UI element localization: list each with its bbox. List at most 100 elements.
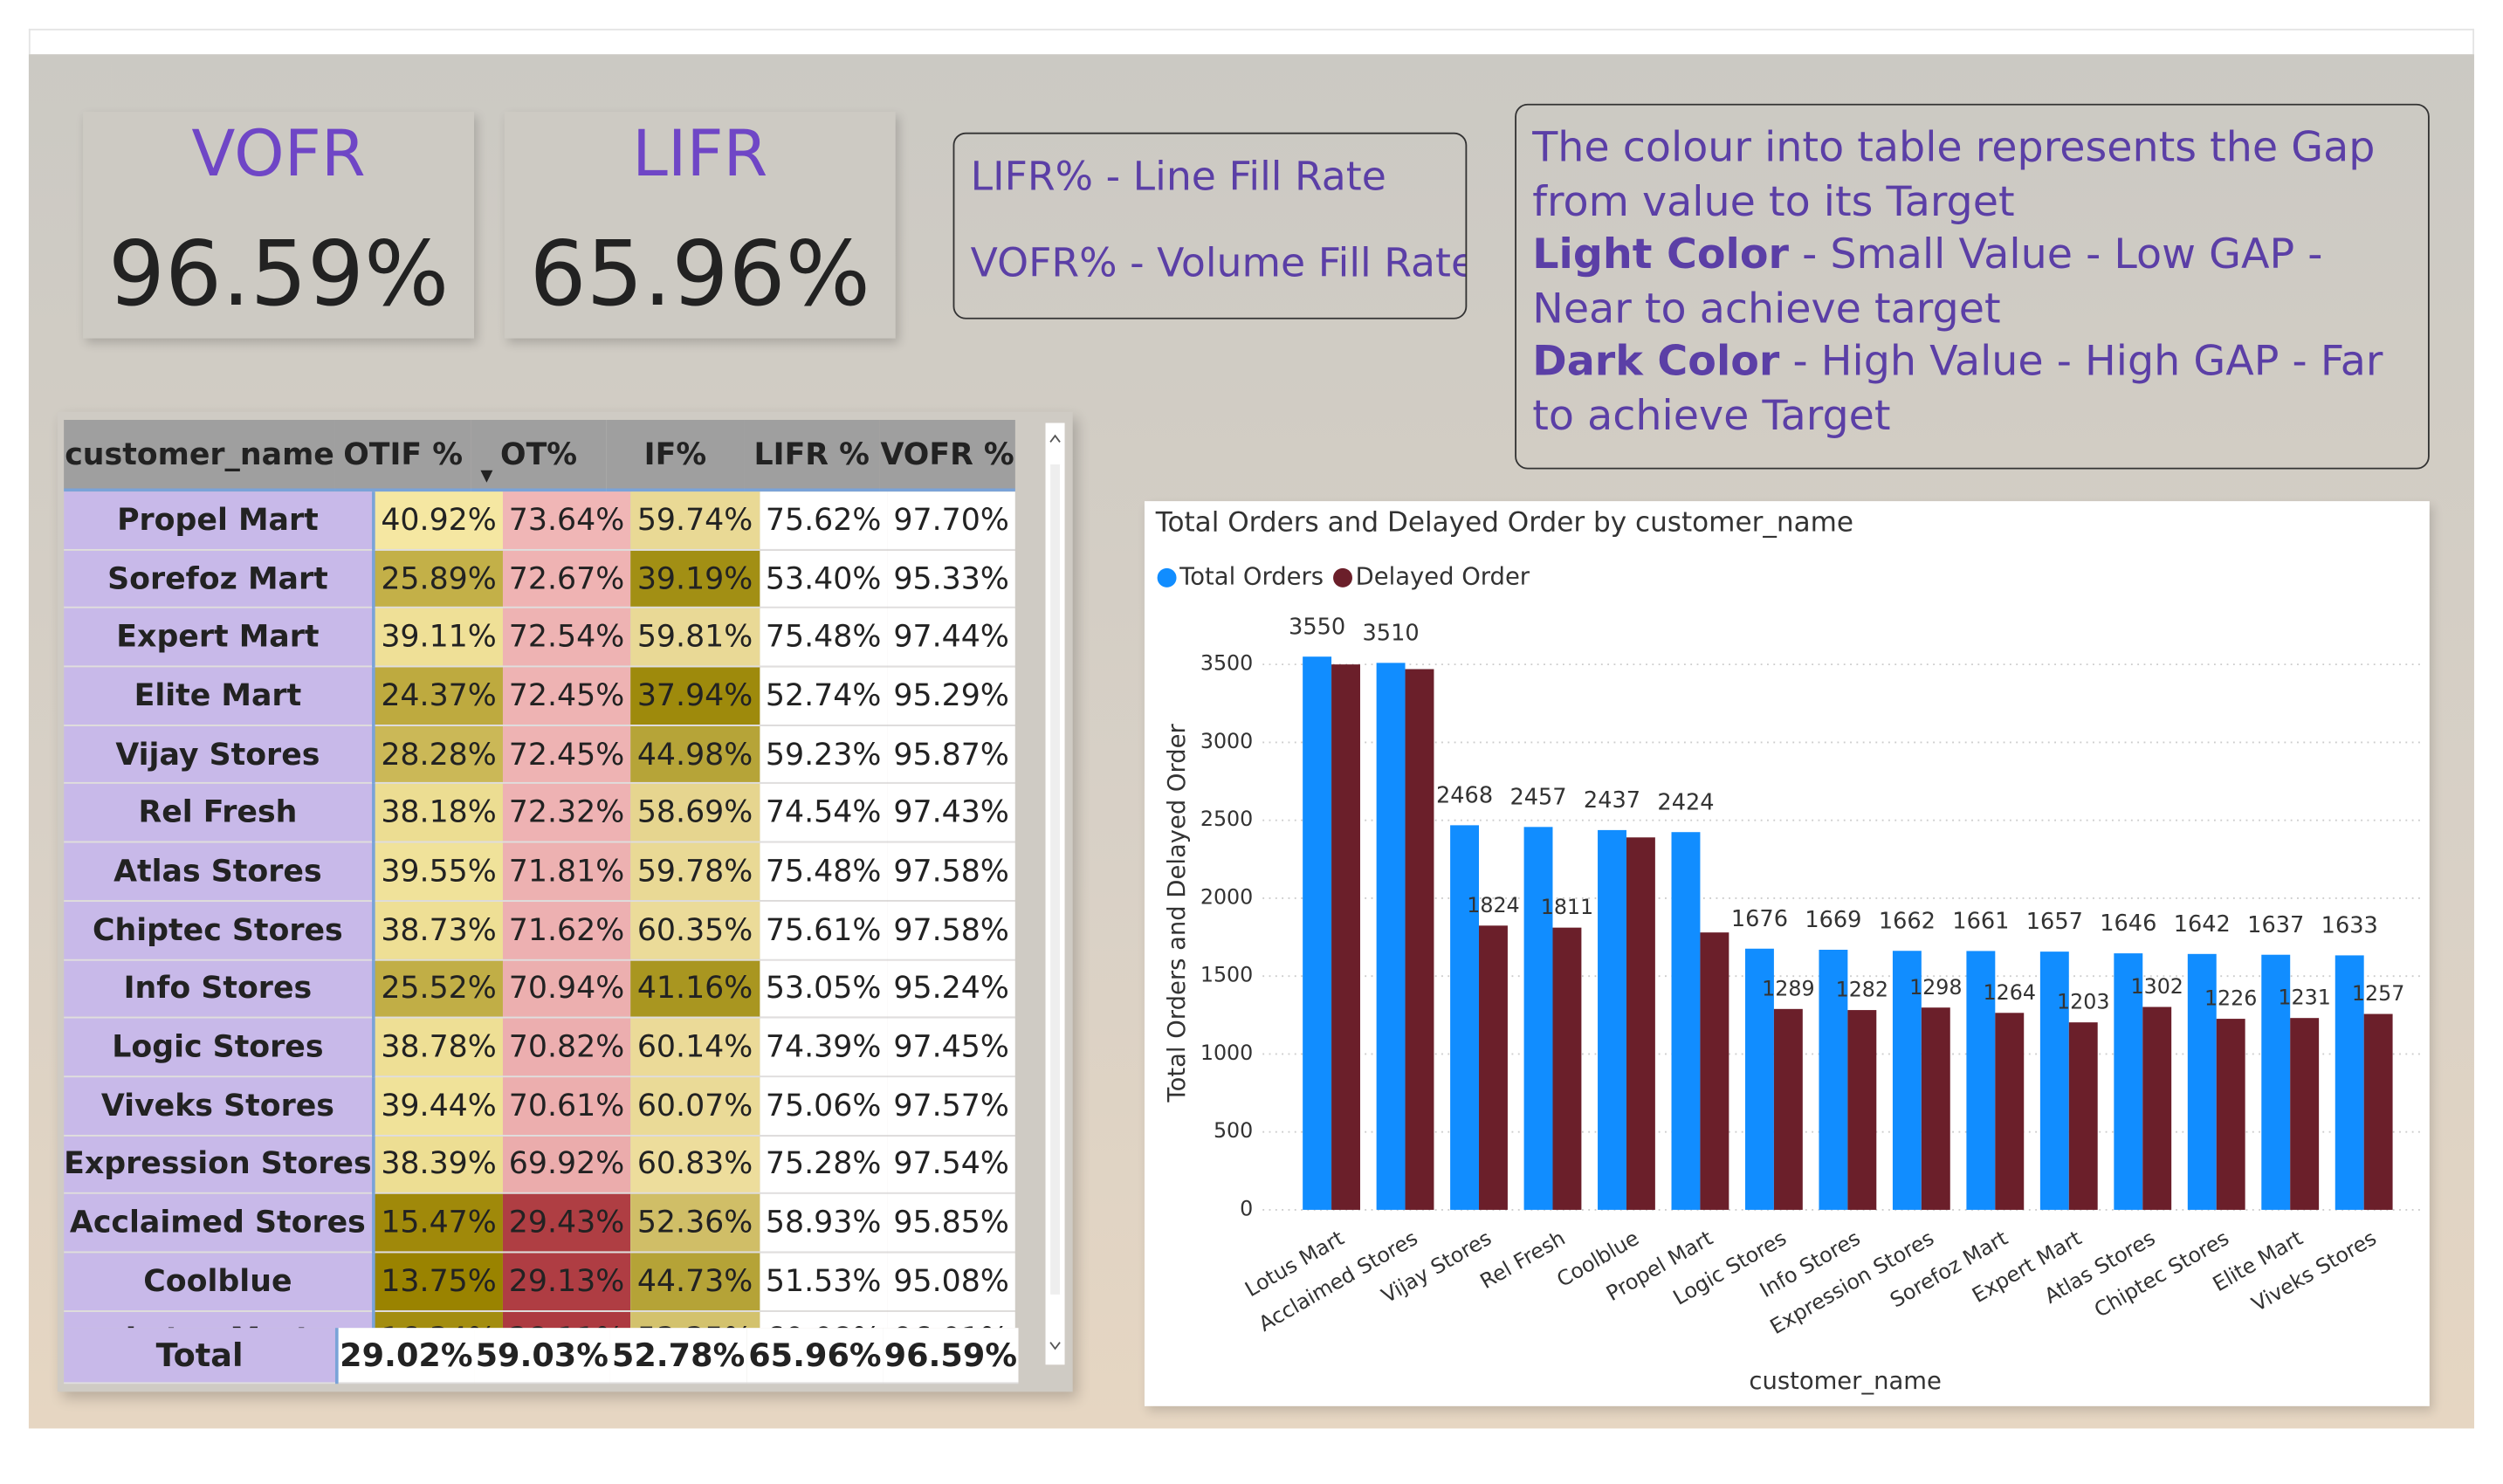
table-cell: 60.35% bbox=[630, 900, 760, 960]
y-tick-label: 3000 bbox=[1200, 729, 1253, 753]
scrollbar[interactable] bbox=[1045, 423, 1065, 1365]
total-cell: 65.96% bbox=[746, 1328, 884, 1384]
table-cell: 97.70% bbox=[887, 491, 1015, 551]
data-label: 1203 bbox=[2057, 990, 2109, 1014]
definition: LIFR% - Line Fill Rate bbox=[970, 153, 1386, 200]
row-label: Atlas Stores bbox=[64, 842, 375, 902]
bar bbox=[1744, 948, 1774, 1210]
bar bbox=[2142, 1007, 2172, 1210]
row-label: Expert Mart bbox=[64, 608, 375, 668]
table-cell: 70.94% bbox=[502, 958, 631, 1019]
scroll-up[interactable] bbox=[1049, 434, 1061, 443]
table-header: customer_name OTIF % OT% ▼ IF% LIFR % VOFR % bbox=[64, 419, 1015, 492]
data-label: 1264 bbox=[1984, 980, 2036, 1005]
row-label: Acclaimed Stores bbox=[64, 1193, 375, 1254]
data-label: 2437 bbox=[1584, 787, 1640, 814]
scroll-thumb[interactable] bbox=[1050, 464, 1061, 1295]
table-row: Sorefoz Mart 25.89% 72.67% 39.19% 53.40% 95.3… bbox=[64, 549, 1015, 609]
bar bbox=[1523, 827, 1553, 1210]
table-cell: 95.24% bbox=[887, 958, 1015, 1019]
table-cell: 38.18% bbox=[373, 783, 503, 843]
row-label: Chiptec Stores bbox=[64, 900, 375, 960]
table-cell: 97.45% bbox=[887, 1017, 1015, 1077]
kpi-value: 65.96% bbox=[529, 223, 870, 327]
row-label: Elite Mart bbox=[64, 666, 375, 726]
table-row: Acclaimed Stores 15.47% 29.43% 52.36% 58.93%… bbox=[64, 1193, 1015, 1254]
note-term: Dark Color bbox=[1532, 339, 1780, 388]
table-row: Vijay Stores 28.28% 72.45% 44.98% 59.23% 95.8… bbox=[64, 725, 1015, 785]
table-cell: 13.75% bbox=[373, 1252, 503, 1312]
kpi-value: 96.59% bbox=[107, 223, 450, 327]
table-row: Viveks Stores 39.44% 70.61% 60.07% 75.06% 97.… bbox=[64, 1076, 1015, 1137]
table-cell: 39.55% bbox=[373, 842, 503, 902]
data-label: 1824 bbox=[1467, 893, 1519, 917]
table-cell: 24.37% bbox=[373, 666, 503, 726]
data-label: 1302 bbox=[2130, 974, 2183, 999]
y-tick-label: 2500 bbox=[1200, 807, 1253, 831]
x-tick-label: Viveks Stores bbox=[2247, 1226, 2380, 1316]
bar bbox=[1966, 951, 1996, 1210]
table-cell: 38.78% bbox=[373, 1017, 503, 1077]
data-label: 1257 bbox=[2352, 981, 2404, 1006]
bar bbox=[2363, 1013, 2393, 1210]
table-cell: 95.33% bbox=[887, 549, 1015, 609]
data-label: 1662 bbox=[1879, 908, 1936, 934]
table-cell: 38.39% bbox=[373, 1135, 503, 1195]
table-row: Propel Mart 40.92% 73.64% 59.74% 75.62% 97.70… bbox=[64, 491, 1015, 551]
bar bbox=[1921, 1007, 1950, 1210]
data-label: 3510 bbox=[1363, 620, 1420, 646]
note-box: The colour into table represents the Gap… bbox=[1515, 103, 2430, 470]
table-row: Elite Mart 24.37% 72.45% 37.94% 52.74% 95.29% bbox=[64, 666, 1015, 726]
sort-indicator: ▼ bbox=[480, 467, 493, 485]
table-cell: 75.62% bbox=[759, 491, 888, 551]
table-cell: 74.39% bbox=[759, 1017, 888, 1077]
row-label: Coolblue bbox=[64, 1252, 375, 1312]
table-cell: 75.61% bbox=[759, 900, 888, 960]
table-cell: 60.14% bbox=[630, 1017, 760, 1077]
table-cell: 97.58% bbox=[887, 842, 1015, 902]
definitions-box: LIFR% - Line Fill Rate VOFR% - Volume Fi… bbox=[952, 132, 1468, 319]
bar bbox=[2290, 1018, 2320, 1210]
table-cell: 59.74% bbox=[630, 491, 760, 551]
table-cell: 52.74% bbox=[759, 666, 888, 726]
top-strip bbox=[28, 28, 2475, 55]
table-cell: 39.11% bbox=[373, 608, 503, 668]
column-header: IF% bbox=[606, 419, 745, 492]
table-cell: 38.73% bbox=[373, 900, 503, 960]
table-cell: 59.78% bbox=[630, 842, 760, 902]
data-label: 1642 bbox=[2174, 911, 2231, 938]
table-cell: 15.47% bbox=[373, 1193, 503, 1254]
table-cell: 41.16% bbox=[630, 958, 760, 1019]
data-label: 1633 bbox=[2321, 913, 2378, 939]
table-cell: 96.01% bbox=[887, 1310, 1015, 1329]
table-cell: 95.29% bbox=[887, 666, 1015, 726]
bar bbox=[2114, 953, 2143, 1210]
data-label: 1676 bbox=[1731, 906, 1788, 932]
total-cell: 59.03% bbox=[474, 1328, 610, 1384]
bar bbox=[1773, 1008, 1803, 1210]
total-cell: 29.02% bbox=[336, 1328, 475, 1384]
table-row: Expression Stores 38.39% 69.92% 60.83% 75.28… bbox=[64, 1135, 1015, 1195]
table-cell: 97.58% bbox=[887, 900, 1015, 960]
data-label: 1661 bbox=[1952, 909, 2009, 935]
kpi-title: VOFR bbox=[191, 118, 366, 192]
data-label: 1231 bbox=[2278, 986, 2330, 1010]
total-cell: 96.59% bbox=[883, 1328, 1019, 1384]
table-cell: 44.98% bbox=[630, 725, 760, 785]
scroll-down[interactable] bbox=[1049, 1342, 1061, 1350]
table-cell: 71.81% bbox=[502, 842, 631, 902]
bar bbox=[1331, 664, 1360, 1210]
y-tick-label: 0 bbox=[1240, 1196, 1253, 1220]
data-label: 2468 bbox=[1436, 782, 1493, 808]
table-cell: 97.57% bbox=[887, 1076, 1015, 1137]
table-cell: 44.73% bbox=[630, 1252, 760, 1312]
kpi-card: VOFR 96.59% bbox=[83, 111, 475, 339]
chart: Total Orders and Delayed Order by custom… bbox=[1144, 501, 2430, 1406]
bar bbox=[1626, 837, 1655, 1210]
bar bbox=[2261, 954, 2291, 1210]
row-label: Info Stores bbox=[64, 958, 375, 1019]
legend-label: Delayed Order bbox=[1356, 563, 1530, 590]
table-cell: 95.85% bbox=[887, 1193, 1015, 1254]
table-row: Expert Mart 39.11% 72.54% 59.81% 75.48% 97.44… bbox=[64, 608, 1015, 668]
